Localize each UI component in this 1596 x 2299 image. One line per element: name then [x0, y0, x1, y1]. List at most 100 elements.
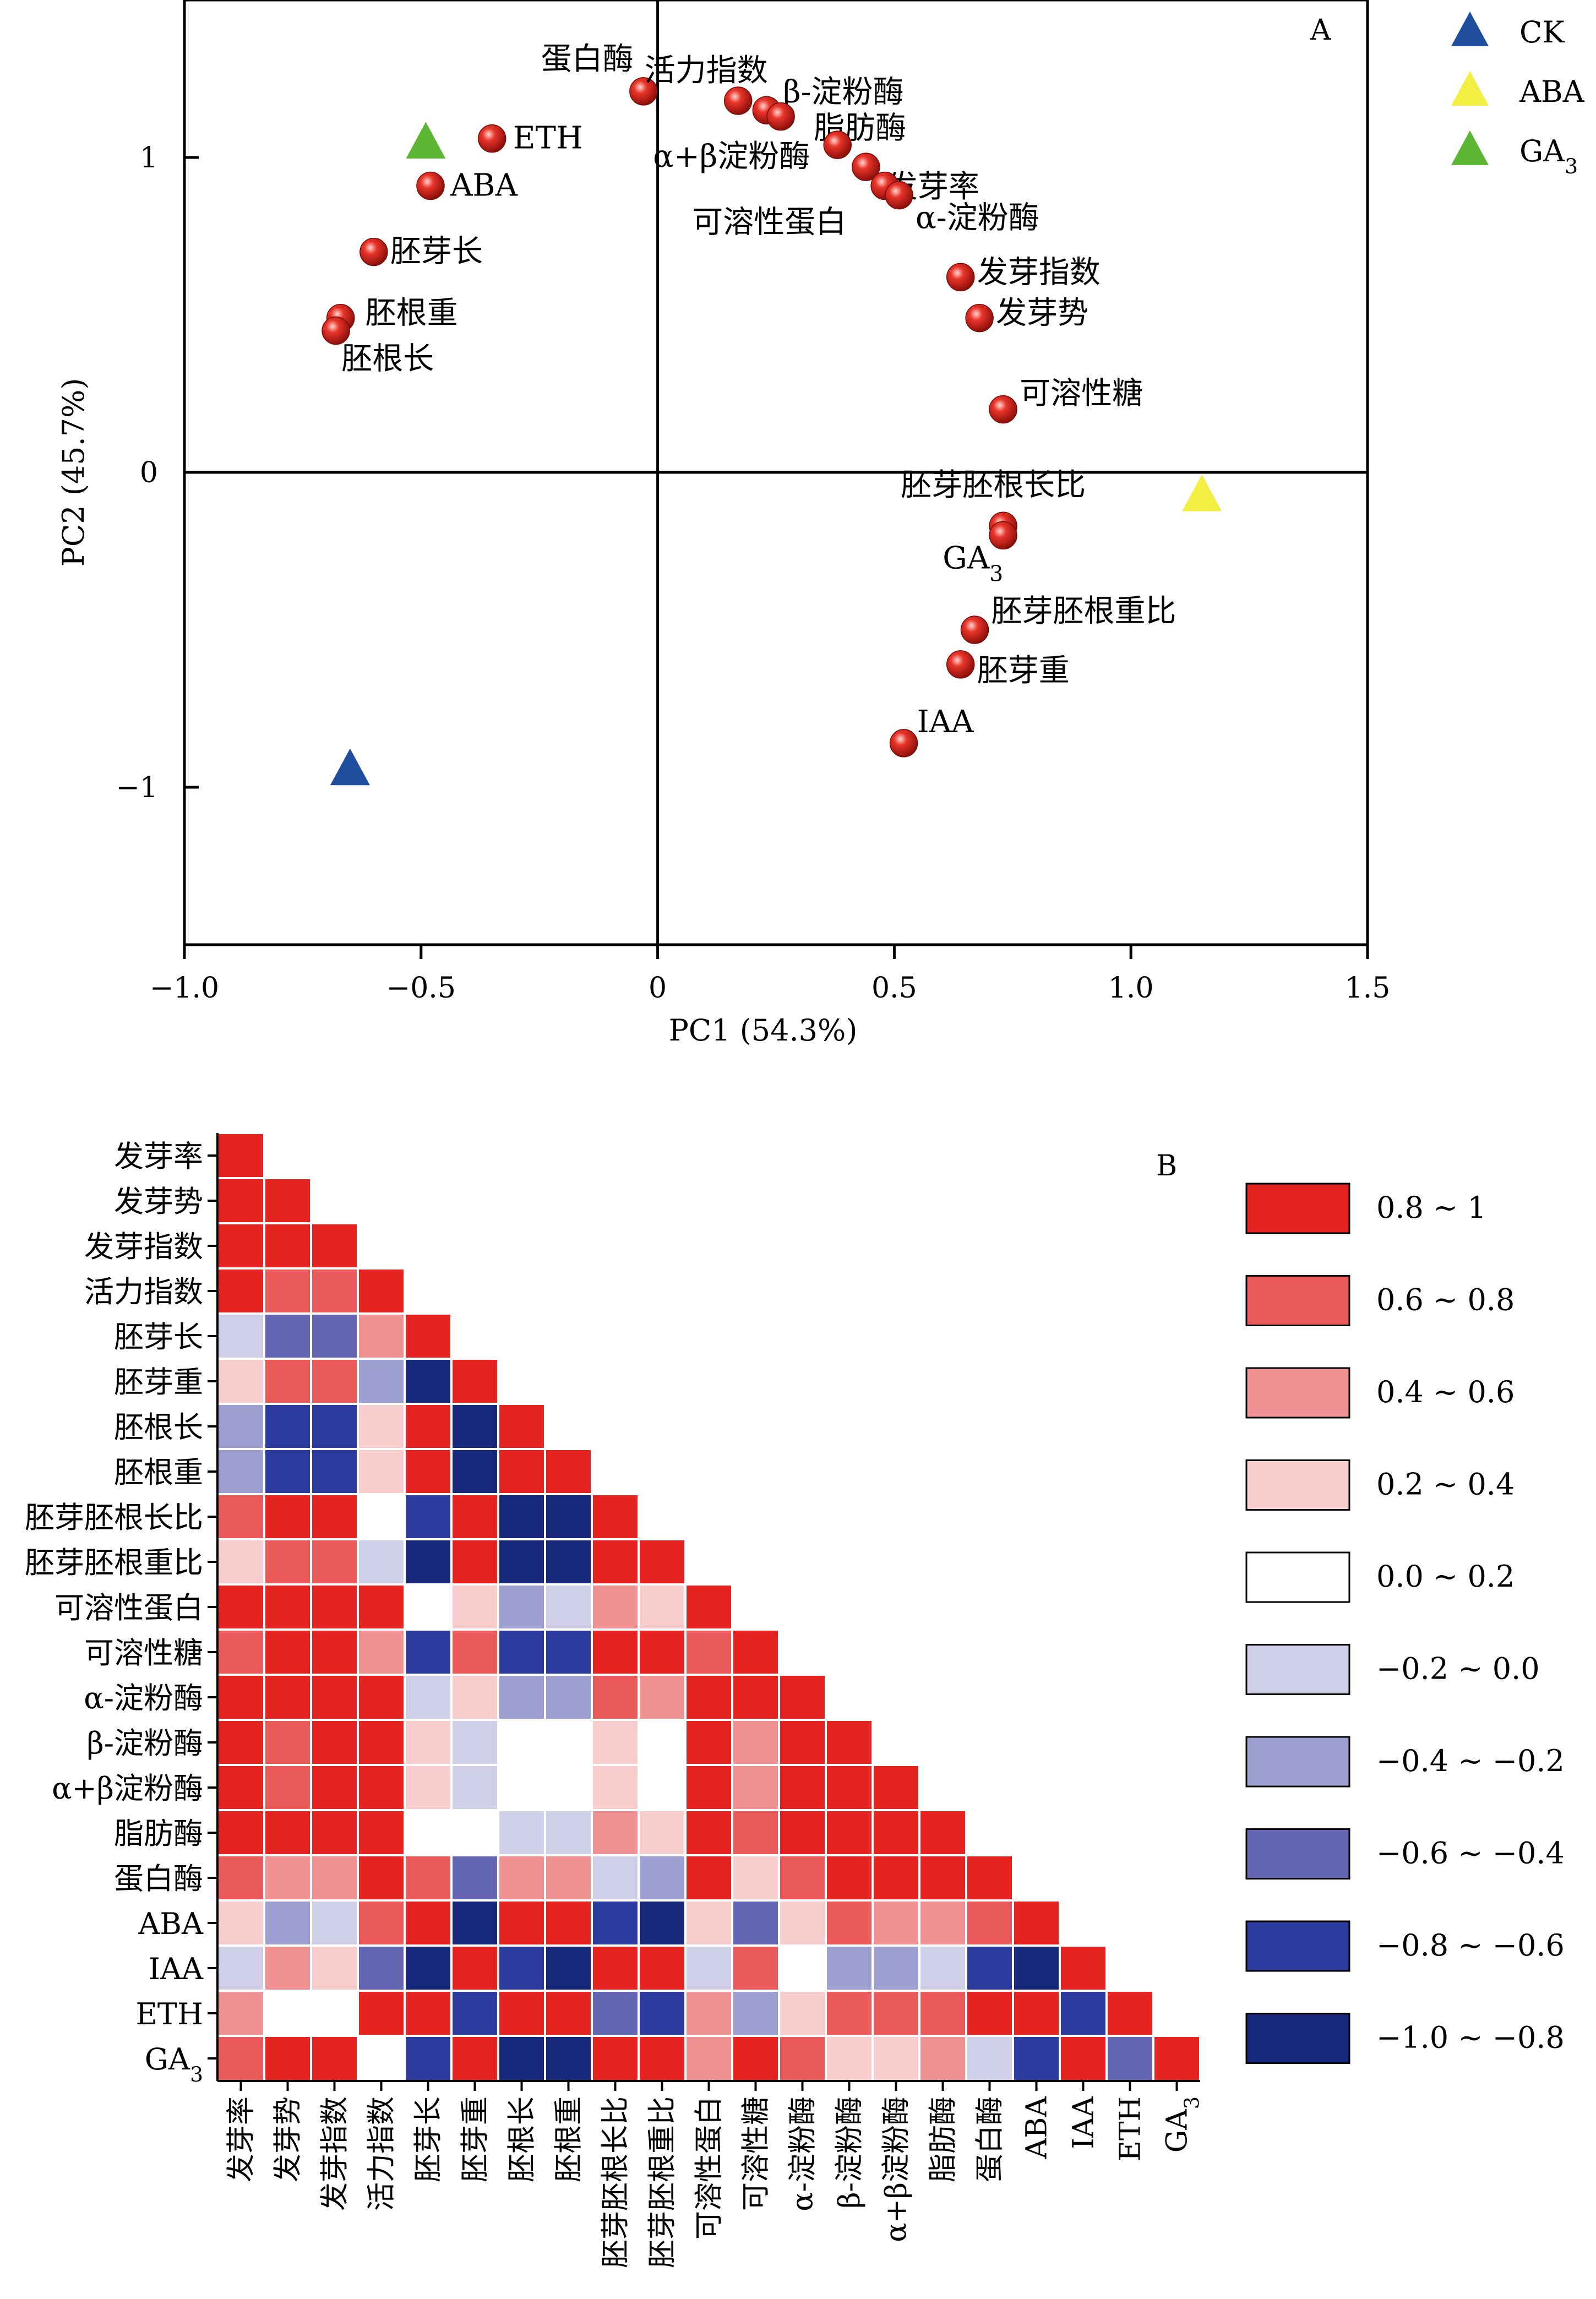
heatmap-cell — [450, 1854, 499, 1902]
heatmap-cell — [918, 1899, 967, 1947]
heatmap-cell — [544, 1809, 593, 1856]
heatmap-cell — [216, 1809, 265, 1856]
row-label: ABA — [138, 1906, 204, 1941]
row-label: α-淀粉酶 — [84, 1681, 203, 1715]
variable-point — [766, 102, 795, 131]
heatmap-cell — [825, 1854, 874, 1902]
heatmap-cell — [684, 1809, 733, 1856]
pca-zero-lines — [184, 0, 1368, 945]
column-label: 可溶性蛋白 — [693, 2096, 726, 2240]
x-tick-label: −1.0 — [150, 972, 219, 1005]
heatmap-cell — [404, 1854, 453, 1902]
heatmap-cell — [357, 1493, 406, 1540]
heatmap-cell — [544, 1628, 593, 1676]
heatmap-cell — [591, 1764, 640, 1811]
heatmap-cell — [216, 1990, 265, 2037]
heatmap-cell — [918, 1809, 967, 1856]
heatmap-cell — [684, 1719, 733, 1766]
variable-label: β-淀粉酶 — [783, 74, 903, 110]
heatmap-cell — [310, 1764, 359, 1811]
heatmap-cell — [778, 1944, 827, 1992]
heatmap-cell — [263, 1899, 312, 1947]
heatmap-cell — [638, 1628, 687, 1676]
heatmap-cell — [918, 2035, 967, 2082]
heatmap-cell — [310, 1267, 359, 1315]
legend-color-box — [1245, 1459, 1350, 1511]
heatmap-cell — [871, 1990, 920, 2037]
legend-range-label: −0.4 ~ −0.2 — [1376, 1744, 1565, 1778]
row-label: 胚芽长 — [114, 1320, 203, 1354]
heatmap-cell — [638, 1899, 687, 1947]
heatmap-cell — [871, 1944, 920, 1992]
x-tick-label: 0 — [649, 972, 667, 1005]
variable-label: ETH — [513, 121, 583, 156]
legend-color-box — [1245, 1367, 1350, 1419]
legend-range-label: 0.4 ~ 0.6 — [1376, 1375, 1515, 1409]
variable-point — [946, 650, 975, 679]
heatmap-cell — [591, 1719, 640, 1766]
heatmap-cell — [591, 1674, 640, 1721]
heatmap-cell — [404, 1990, 453, 2037]
variable-label: 胚芽重 — [977, 653, 1070, 689]
heatmap-cell — [310, 1899, 359, 1947]
heatmap-cell — [497, 1583, 546, 1631]
variable-label: 蛋白酶 — [541, 41, 634, 77]
heatmap-cell — [263, 1674, 312, 1721]
heatmap-cell — [544, 2035, 593, 2082]
pca-y-axis: 1 0 −1 — [116, 141, 199, 804]
heatmap-cell — [404, 1448, 453, 1495]
heatmap-cell — [544, 1583, 593, 1631]
heatmap-cell — [871, 1764, 920, 1811]
heatmap-cell — [778, 1809, 827, 1856]
variable-point — [989, 395, 1017, 424]
heatmap-cell — [450, 1990, 499, 2037]
treatment-marker — [406, 122, 446, 159]
heatmap-cell — [638, 1944, 687, 1992]
variable-label: 胚根长 — [341, 341, 434, 377]
heatmap-cell — [497, 2035, 546, 2082]
heatmap-cell — [638, 1719, 687, 1766]
heatmap-cell — [684, 1854, 733, 1902]
heatmap-cell — [684, 1674, 733, 1721]
heatmap-cell — [216, 1583, 265, 1631]
legend-range-label: −0.8 ~ −0.6 — [1376, 1928, 1565, 1963]
heatmap-cell — [497, 1493, 546, 1540]
pca-y-axis-title: PC2 (45.7%) — [56, 378, 91, 567]
heatmap-cell — [638, 1764, 687, 1811]
variable-point — [965, 303, 994, 333]
heatmap-cell — [450, 1809, 499, 1856]
heatmap-cell — [591, 2035, 640, 2082]
heatmap-cell — [263, 1493, 312, 1540]
heatmap-cell — [731, 1990, 780, 2037]
heatmap-cell — [263, 1764, 312, 1811]
heatmap-cell — [638, 1990, 687, 2037]
heatmap-cell — [544, 1493, 593, 1540]
heatmap-cell — [497, 1854, 546, 1902]
heatmap-cell — [310, 2035, 359, 2082]
legend-range-label: −0.6 ~ −0.4 — [1376, 1836, 1565, 1871]
column-label: 发芽指数 — [319, 2096, 352, 2211]
variable-point — [359, 237, 388, 266]
heatmap-cells — [216, 1132, 1201, 2082]
heatmap-cell — [918, 1944, 967, 1992]
heatmap-cell — [497, 1628, 546, 1676]
row-label: 可溶性蛋白 — [55, 1590, 203, 1625]
heatmap-cell — [825, 1764, 874, 1811]
heatmap-cell — [871, 2035, 920, 2082]
heatmap-cell — [310, 1583, 359, 1631]
heatmap-cell — [357, 1719, 406, 1766]
legend-range-label: 0.2 ~ 0.4 — [1376, 1467, 1515, 1502]
treatment-marker — [330, 748, 370, 786]
column-label: 蛋白酶 — [974, 2096, 1007, 2182]
column-label: 胚芽胚根长比 — [600, 2096, 633, 2268]
pca-x-axis: −1.0 −0.5 0 0.5 1.0 1.5 — [150, 945, 1390, 1005]
heatmap-cell — [544, 1719, 593, 1766]
column-label: 胚根长 — [506, 2096, 539, 2182]
variable-point — [889, 729, 918, 758]
column-label: 胚芽胚根重比 — [646, 2096, 679, 2268]
column-label: α+β淀粉酶 — [880, 2096, 913, 2242]
heatmap-cell — [357, 1854, 406, 1902]
variable-point — [629, 77, 658, 106]
heatmap-cell — [1059, 1990, 1108, 2037]
heatmap-cell — [1152, 2035, 1201, 2082]
